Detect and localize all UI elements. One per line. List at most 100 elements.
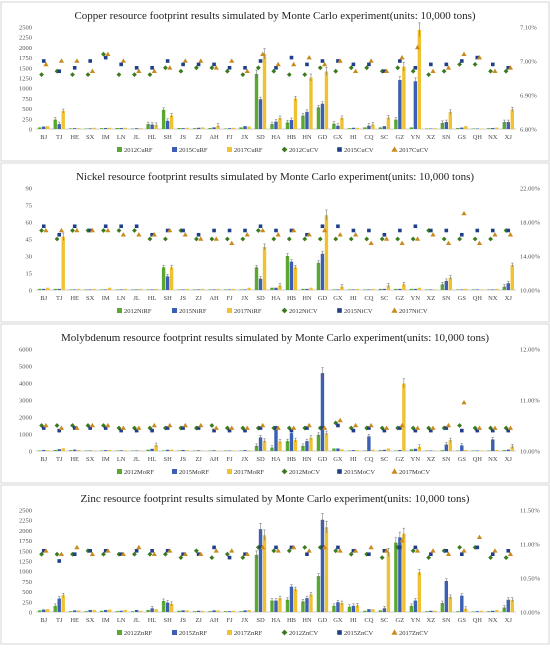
point-2017CuCV (151, 68, 157, 73)
bar-2012MoRF (115, 450, 119, 451)
bar-2017NiRF (185, 288, 189, 290)
x-tick-label: GS (458, 134, 467, 141)
point-2012CuCV (39, 72, 44, 77)
bar-2015ZnRF (367, 609, 371, 612)
point-2015MoCV (475, 428, 480, 433)
y-right-tick-label: 7.00% (520, 59, 537, 66)
point-2012CuCV (163, 65, 168, 71)
point-2017MoCV (445, 422, 452, 428)
bar-2012CuRF (192, 128, 197, 129)
legend-marker (391, 629, 398, 635)
point-2012CuCV (193, 65, 199, 71)
x-tick-label: GX (333, 617, 343, 624)
bar-2012CuRF (487, 128, 491, 129)
point-2017MoCV (291, 425, 297, 430)
bar-2012CuRF (456, 127, 460, 129)
bar-2017NiRF (107, 287, 112, 290)
bar-2017ZnRF (262, 535, 267, 612)
bar-2015MoRF (181, 449, 185, 451)
bar-2015CuRF (73, 128, 77, 129)
bar-2012NiRF (409, 288, 414, 290)
bar-2017CuRF (479, 128, 483, 129)
point-2015ZnCV (181, 552, 185, 556)
bar-2015ZnRF (506, 599, 510, 612)
point-2015CuCV (413, 66, 418, 70)
point-2012NiCV (101, 228, 106, 233)
bar-2017CuRF (324, 71, 329, 129)
x-tick-label: JS (180, 295, 187, 302)
y-tick-label: 15 (26, 271, 33, 278)
bar-2017MoRF (510, 446, 514, 451)
point-2017ZnCV (399, 538, 405, 543)
point-2017ZnCV (476, 534, 483, 539)
point-2015MoCV (444, 426, 449, 430)
point-2015NiCV (165, 228, 170, 233)
x-tick-label: AH (209, 295, 219, 302)
bar-2015MoRF (134, 450, 139, 451)
bar-2017MoRF (200, 450, 205, 451)
legend-label: 2015MoRF (179, 469, 209, 476)
x-tick-label: SC (380, 617, 388, 624)
point-2012CuCV (426, 72, 432, 77)
point-2015CuCV (119, 62, 123, 67)
point-2015MoCV (429, 428, 433, 433)
bar-2012CuRF (502, 122, 506, 129)
x-tick-label: JL (133, 295, 140, 302)
point-2012ZnCV (457, 545, 463, 550)
bar-2012NiRF (84, 289, 88, 290)
point-2017ZnCV (353, 548, 359, 553)
point-2017NiCV (74, 227, 80, 233)
point-2017NiCV (337, 232, 343, 237)
y-tick-label: 1750 (19, 538, 32, 545)
bar-2017ZnRF (185, 610, 189, 612)
bar-2012MoRF (192, 450, 197, 451)
point-2017CuCV (74, 58, 80, 63)
y-right-tick-label: 11.00% (520, 542, 540, 549)
x-tick-label: BJ (40, 456, 47, 463)
bar-2012MoRF (456, 450, 460, 451)
x-tick-label: HE (70, 134, 79, 141)
point-2015CuCV (429, 62, 433, 67)
bar-2015ZnRF (134, 609, 139, 612)
point-2017MoCV (136, 425, 142, 430)
bar-2015ZnRF (165, 602, 170, 612)
point-2012ZnCV (333, 548, 339, 554)
bar-2015CuRF (320, 103, 325, 129)
x-tick-label: NX (488, 617, 498, 624)
x-tick-label: SN (442, 295, 451, 302)
bar-2017CuRF (495, 127, 499, 129)
x-tick-label: FJ (226, 295, 233, 302)
bar-2017MoRF (77, 449, 81, 451)
bar-2015MoRF (320, 373, 325, 451)
point-2015CuCV (165, 59, 170, 63)
bar-2012MoRF (332, 448, 336, 451)
point-2017ZnCV (291, 544, 297, 550)
bar-2015CuRF (119, 127, 123, 129)
point-2012CuCV (286, 72, 292, 77)
point-2015ZnCV (490, 552, 495, 556)
bar-2017MoRF (154, 445, 158, 451)
y-tick-label: 2500 (19, 25, 32, 32)
point-2017CuCV (198, 58, 204, 63)
point-2017CuCV (291, 61, 297, 67)
legend-marker (391, 307, 398, 313)
bar-2015MoRF (150, 448, 154, 451)
bar-2012NiRF (53, 288, 57, 290)
point-2015NiCV (150, 232, 154, 237)
bar-2015CuRF (491, 127, 495, 129)
bar-2017CuRF (371, 124, 375, 129)
bar-2012ZnRF (99, 610, 104, 612)
y-right-tick-label: 18.00% (520, 220, 541, 227)
point-2015NiCV (413, 224, 418, 229)
point-2017NiCV (58, 227, 65, 233)
x-tick-label: HB (287, 617, 297, 624)
bar-2012ZnRF (487, 611, 491, 612)
point-2017MoCV (89, 422, 95, 428)
bar-2012ZnRF (38, 610, 42, 612)
bar-2017ZnRF (417, 572, 422, 612)
x-tick-label: SH (163, 295, 172, 302)
bar-2017MoRF (185, 450, 189, 451)
bar-2012ZnRF (239, 611, 243, 612)
point-2017NiCV (430, 232, 436, 237)
